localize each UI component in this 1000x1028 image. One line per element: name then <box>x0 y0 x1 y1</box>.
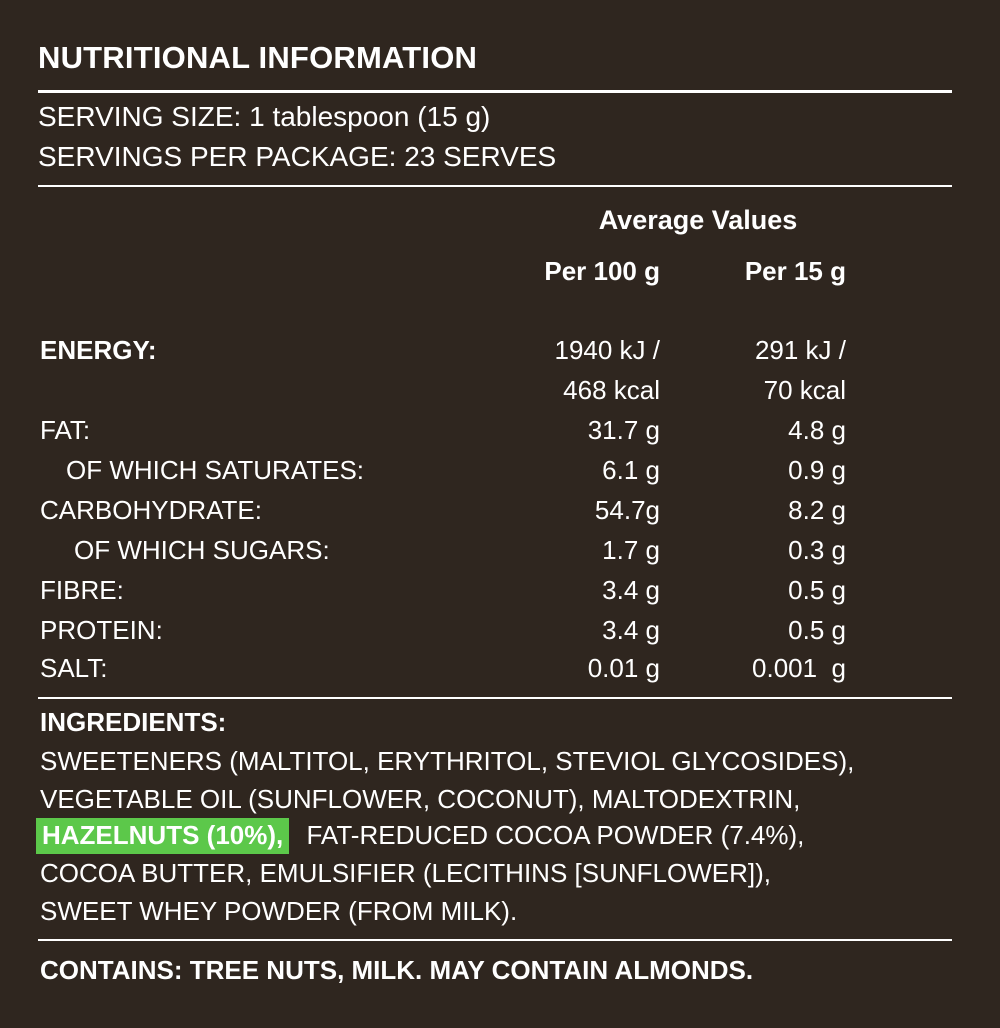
serving-size: SERVING SIZE: 1 tablespoon (15 g) <box>38 101 491 132</box>
nutrient-row: FIBRE: 3.4 g 0.5 g <box>38 570 952 610</box>
nutrient-row: CARBOHYDRATE: 54.7g 8.2 g <box>38 490 952 530</box>
energy-per-15g-kj: 291 kJ / <box>754 335 846 365</box>
ingredients-title: INGREDIENTS: <box>40 707 227 737</box>
nutrient-per-100g: 31.7 g <box>587 415 660 445</box>
energy-row: ENERGY: 1940 kJ / 291 kJ / <box>38 330 952 370</box>
nutrient-row: FAT: 31.7 g 4.8 g <box>38 410 952 450</box>
energy-per-15g-kcal: 70 kcal <box>763 375 846 405</box>
nutrient-per-15g: 0.9 g <box>788 455 846 485</box>
nutrient-label: SALT: <box>40 653 108 683</box>
energy-per-100g-kcal: 468 kcal <box>563 375 660 405</box>
nutrition-panel: NUTRITIONAL INFORMATION SERVING SIZE: 1 … <box>36 0 952 1028</box>
nutrient-per-100g: 0.01 g <box>587 653 660 683</box>
ingredients-line: VEGETABLE OIL (SUNFLOWER, COCONUT), MALT… <box>40 784 801 814</box>
nutrient-per-15g: 0.3 g <box>788 535 846 565</box>
panel-title: NUTRITIONAL INFORMATION <box>38 40 478 75</box>
nutrient-per-100g: 3.4 g <box>602 575 660 605</box>
column-per-100g: Per 100 g <box>544 256 660 286</box>
energy-per-100g-kj: 1940 kJ / <box>554 335 660 365</box>
nutrient-row: OF WHICH SUGARS: 1.7 g 0.3 g <box>38 530 952 570</box>
nutrient-label: FIBRE: <box>40 575 124 605</box>
nutrient-label: PROTEIN: <box>40 615 163 645</box>
hazelnuts-highlight: HAZELNUTS (10%), <box>36 818 290 854</box>
average-values-heading: Average Values <box>598 205 798 235</box>
ingredients-line: SWEETENERS (MALTITOL, ERYTHRITOL, STEVIO… <box>40 746 855 776</box>
nutrient-per-100g: 6.1 g <box>602 455 660 485</box>
nutrient-label: CARBOHYDRATE: <box>40 495 262 525</box>
nutrient-label: OF WHICH SATURATES: <box>66 455 365 485</box>
nutrient-per-15g: 4.8 g <box>788 415 846 445</box>
divider-ingredients <box>38 697 952 699</box>
ingredients-line-rest: FAT-REDUCED COCOA POWDER (7.4%), <box>306 820 805 850</box>
nutrient-per-15g: 0.5 g <box>788 615 846 645</box>
nutrient-per-100g: 3.4 g <box>602 615 660 645</box>
divider-contains <box>38 939 952 941</box>
nutrient-per-100g: 54.7g <box>594 495 660 525</box>
allergen-statement: CONTAINS: TREE NUTS, MILK. MAY CONTAIN A… <box>40 955 754 985</box>
ingredients-line: SWEET WHEY POWDER (FROM MILK). <box>40 896 518 926</box>
nutrient-row: OF WHICH SATURATES: 6.1 g 0.9 g <box>38 450 952 490</box>
nutrient-row: SALT: 0.01 g 0.001 g <box>38 648 952 688</box>
nutrient-label: FAT: <box>40 415 91 445</box>
nutrient-per-15g: 8.2 g <box>788 495 846 525</box>
ingredients-line: HAZELNUTS (10%), FAT-REDUCED COCOA POWDE… <box>36 816 805 854</box>
column-per-15g: Per 15 g <box>744 256 846 286</box>
energy-label: ENERGY: <box>40 335 157 365</box>
ingredients-line: COCOA BUTTER, EMULSIFIER (LECITHINS [SUN… <box>40 858 771 888</box>
divider-top <box>38 90 952 93</box>
energy-row-kcal: 468 kcal 70 kcal <box>38 370 952 410</box>
nutrient-per-15g: 0.5 g <box>788 575 846 605</box>
servings-per-package: SERVINGS PER PACKAGE: 23 SERVES <box>38 141 557 172</box>
nutrient-label: OF WHICH SUGARS: <box>74 535 330 565</box>
nutrient-per-100g: 1.7 g <box>602 535 660 565</box>
nutrient-row: PROTEIN: 3.4 g 0.5 g <box>38 610 952 650</box>
divider-serving <box>38 185 952 187</box>
nutrient-per-15g: 0.001 g <box>752 653 846 683</box>
